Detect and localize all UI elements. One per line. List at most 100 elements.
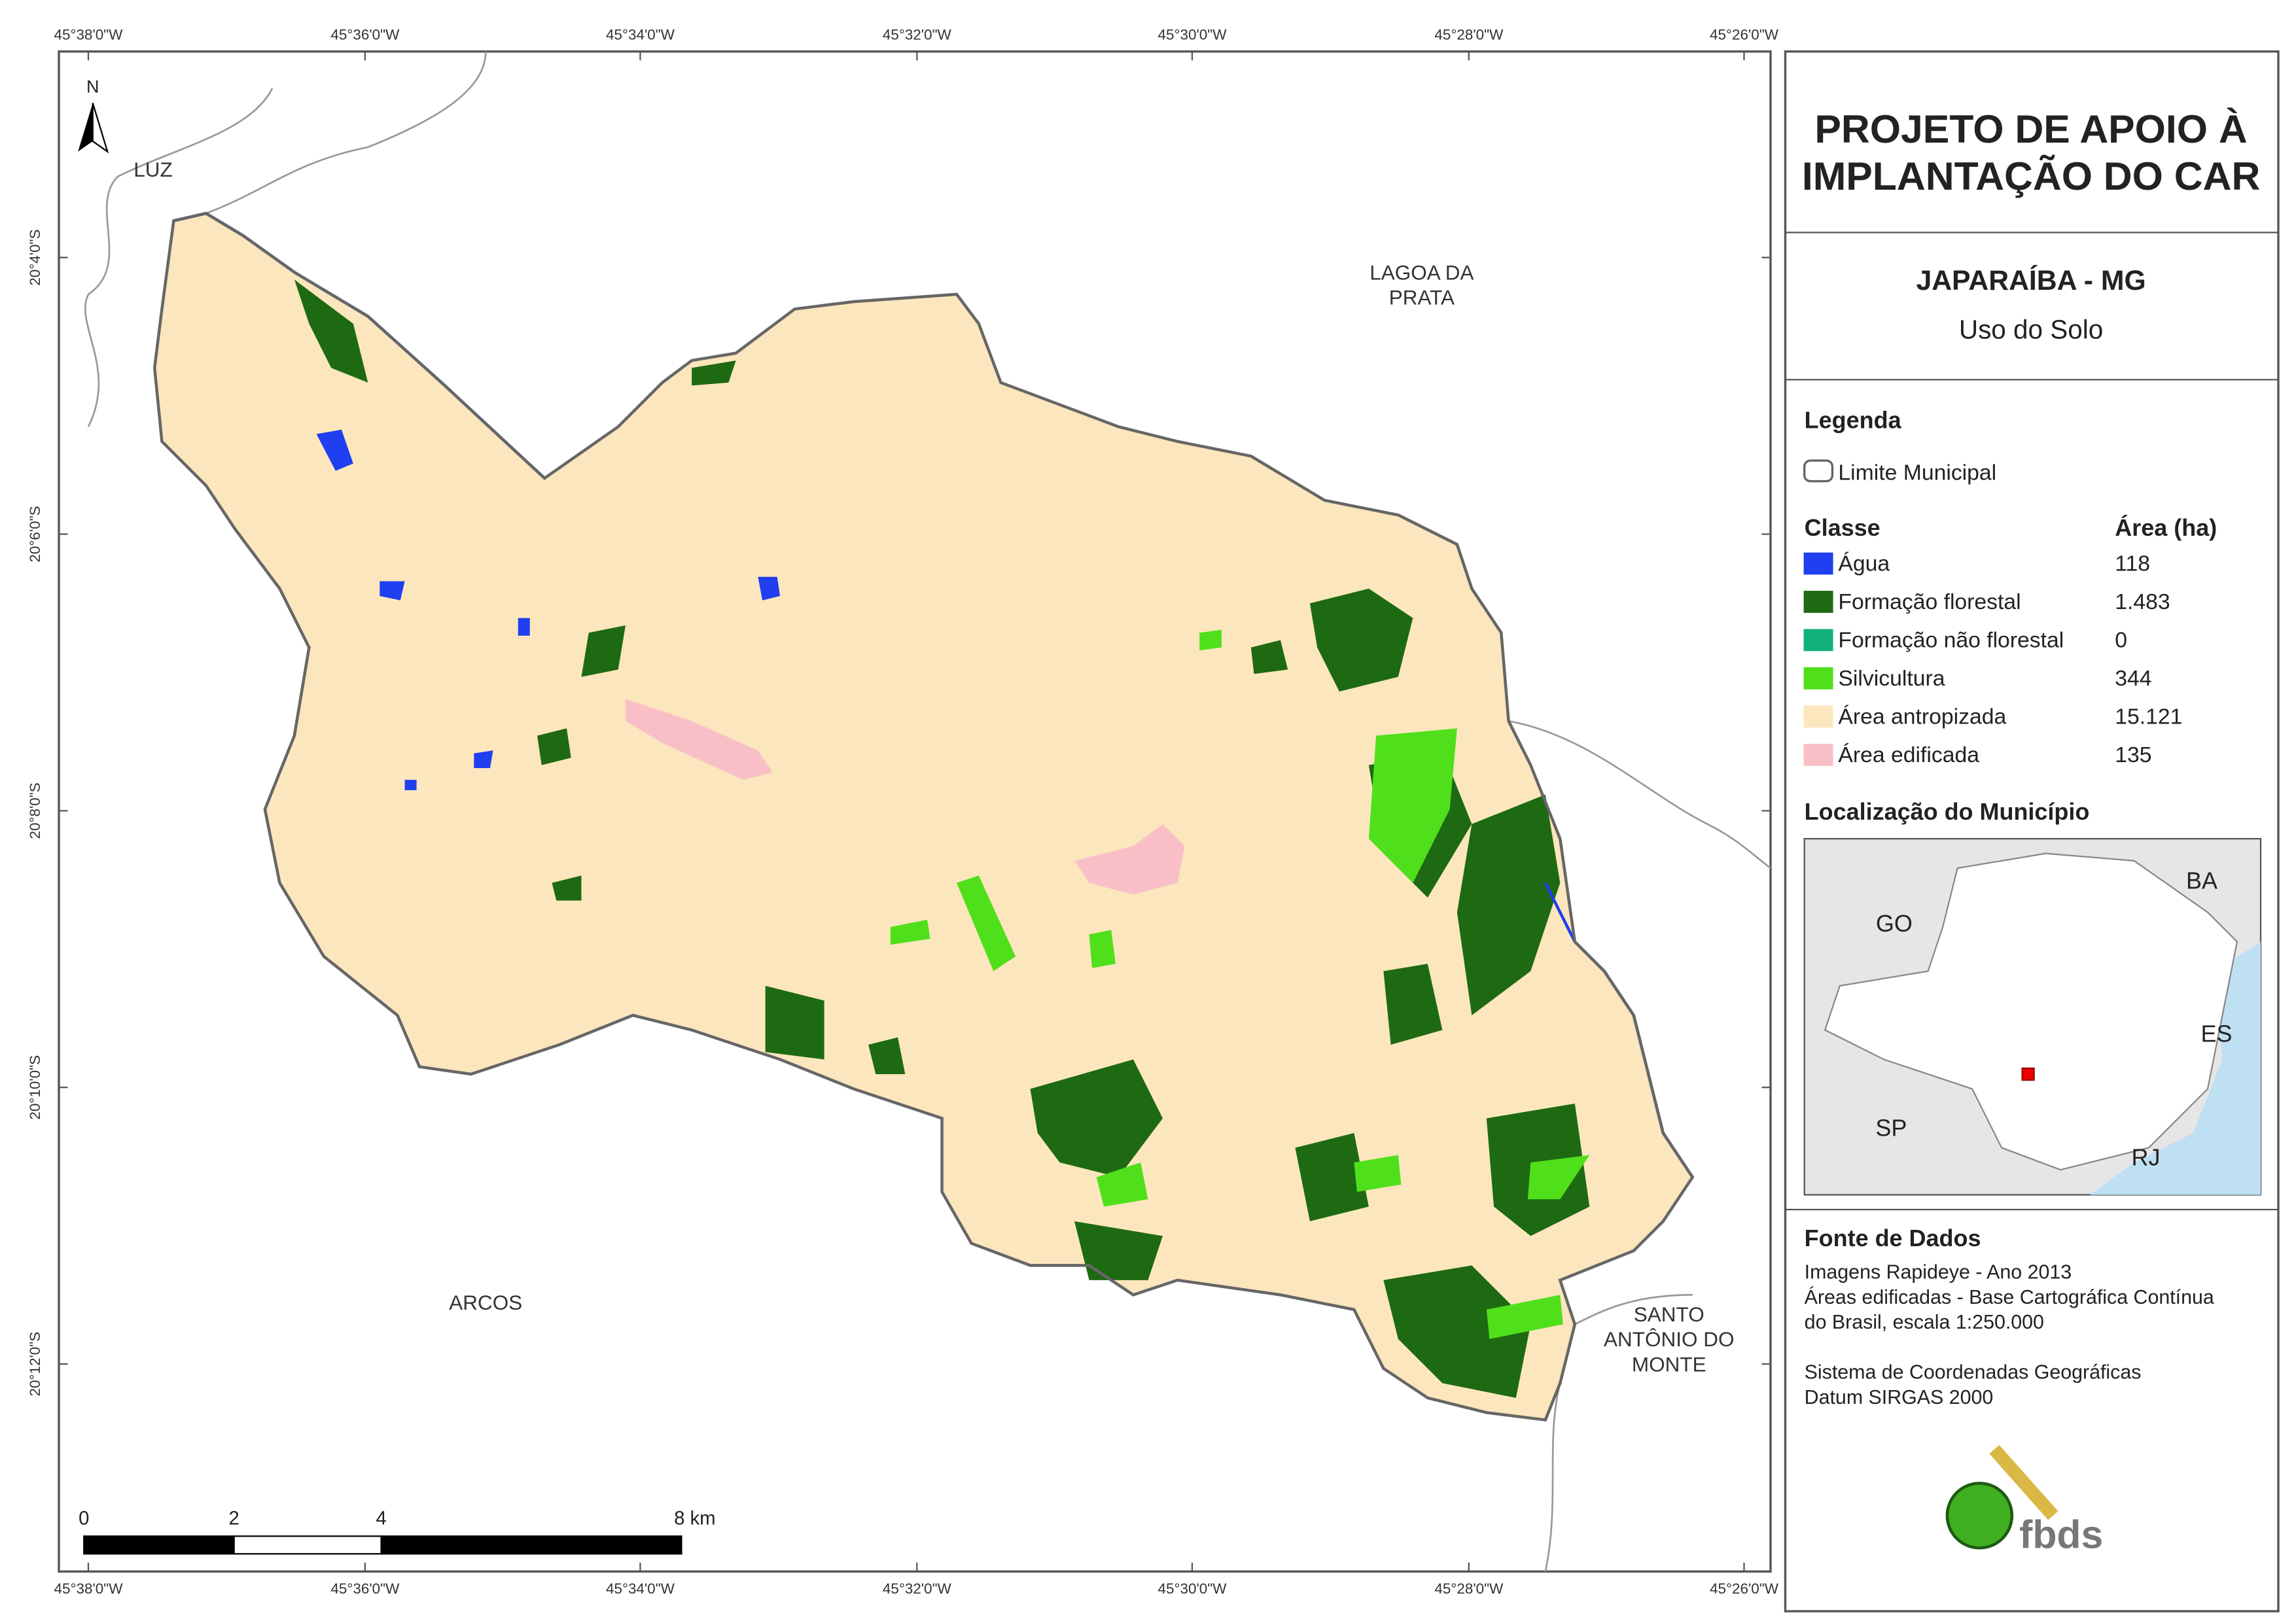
class-swatch [1803, 591, 1833, 613]
land-use-patch [404, 780, 417, 790]
source-line: Imagens Rapideye - Ano 2013 [1805, 1262, 2072, 1283]
state-label: RJ [2132, 1143, 2161, 1170]
class-area: 1.483 [2115, 589, 2170, 614]
logo-text: fbds [2019, 1512, 2103, 1556]
land-use-patch [1383, 964, 1443, 1045]
class-name: Formação não florestal [1838, 628, 2064, 653]
state-label: GO [1876, 910, 1913, 937]
place-label: LAGOA DA [1369, 260, 1474, 284]
municipality-name: JAPARAÍBA - MG [1916, 265, 2146, 296]
x-coordinate-label: 45°32'0"W [883, 1580, 952, 1597]
x-coordinate-label: 45°30'0"W [1157, 27, 1227, 43]
y-coordinate-label: 20°8'0"S [27, 782, 43, 839]
land-use-patch [890, 919, 930, 945]
x-coordinate-label: 45°36'0"W [330, 27, 400, 43]
scale-bar-segment [83, 1535, 235, 1555]
place-label: MONTE [1632, 1352, 1706, 1376]
land-use-patch [758, 576, 781, 601]
class-swatch [1803, 705, 1833, 728]
x-coordinate-label: 45°28'0"W [1434, 27, 1504, 43]
land-use-patch [1030, 1059, 1163, 1178]
neighbour-boundary [84, 88, 274, 427]
land-use-patch [316, 429, 353, 471]
class-name: Silvicultura [1838, 666, 1945, 691]
class-name: Formação florestal [1838, 589, 2021, 614]
scale-bar-label: 4 [376, 1508, 386, 1529]
place-label: LUZ [133, 158, 172, 181]
class-swatch [1803, 744, 1833, 766]
class-swatch [1803, 552, 1833, 575]
north-label: N [86, 77, 99, 97]
class-swatch [1803, 667, 1833, 689]
x-coordinate-label: 45°38'0"W [54, 1580, 123, 1597]
scale-bar-label: 8 km [674, 1508, 715, 1529]
land-use-patch [1250, 640, 1288, 674]
land-use-patch [581, 625, 626, 677]
land-use-patch [1074, 1221, 1163, 1280]
x-coordinate-label: 45°34'0"W [606, 1580, 675, 1597]
scale-bar-segment [233, 1535, 382, 1555]
land-use-patch [537, 728, 571, 765]
land-use-patch [1383, 1265, 1531, 1398]
land-use-patch [294, 279, 368, 383]
land-use-patch [1096, 1162, 1148, 1207]
y-coordinate-label: 20°10'0"S [27, 1055, 43, 1120]
land-use-patch [380, 581, 405, 601]
municipality-boundary [152, 211, 1695, 1422]
logo-circle [1945, 1482, 2014, 1550]
source-line: Sistema de Coordenadas Geográficas [1805, 1362, 2142, 1384]
class-header: Classe [1805, 514, 1881, 541]
land-use-patch [692, 360, 736, 386]
land-use-patch [518, 618, 530, 636]
neighbour-boundary [205, 51, 487, 215]
x-coordinate-label: 45°26'0"W [1710, 1580, 1779, 1597]
x-coordinate-label: 45°36'0"W [330, 1580, 400, 1597]
sources-heading: Fonte de Dados [1805, 1225, 1981, 1251]
y-coordinate-label: 20°6'0"S [27, 506, 43, 562]
state-label: BA [2186, 867, 2217, 894]
north-arrow [92, 103, 109, 154]
y-coordinate-label: 20°4'0"S [27, 229, 43, 285]
class-area: 118 [2115, 551, 2150, 576]
land-use-patch [1199, 629, 1222, 651]
source-line: do Brasil, escala 1:250.000 [1805, 1312, 2044, 1333]
subtitle: Uso do Solo [1959, 314, 2103, 344]
scale-bar-label: 0 [79, 1508, 89, 1529]
class-name: Área edificada [1838, 742, 1979, 767]
state-label: SP [1875, 1114, 1907, 1141]
map-area: 45°38'0"W 45°38'0"W 45°36'0"W 45°36'0"W 45°3… [27, 27, 1779, 1597]
x-coordinate-label: 45°38'0"W [54, 27, 123, 43]
neighbour-boundary [1574, 1294, 1693, 1325]
location-heading: Localização do Município [1805, 798, 2090, 825]
x-coordinate-label: 45°30'0"W [1157, 1580, 1227, 1597]
land-use-patch [868, 1037, 906, 1075]
land-use-patch [957, 875, 1016, 971]
source-line: Datum SIRGAS 2000 [1805, 1387, 1994, 1408]
land-use-patch [1354, 1155, 1402, 1192]
land-use-patch [1368, 728, 1457, 883]
title: PROJETO DE APOIO À [1814, 107, 2247, 151]
municipality-fill [154, 213, 1693, 1420]
place-label: SANTO [1634, 1302, 1704, 1326]
x-coordinate-label: 45°26'0"W [1710, 27, 1779, 43]
place-label: ANTÔNIO DO [1604, 1327, 1734, 1351]
land-use-patch [625, 699, 773, 780]
source-line: Áreas edificadas - Base Cartográfica Con… [1805, 1287, 2214, 1308]
x-coordinate-label: 45°34'0"W [606, 27, 675, 43]
title: IMPLANTAÇÃO DO CAR [1802, 154, 2260, 198]
inset-state [1824, 852, 2238, 1171]
logo-stroke [1989, 1444, 2058, 1520]
class-name: Água [1838, 551, 1890, 576]
boundary-swatch [1803, 459, 1834, 483]
legend-heading: Legenda [1805, 407, 1902, 434]
land-use-patch [1089, 930, 1116, 969]
class-area: 135 [2115, 742, 2151, 767]
land-use-patch [1295, 1132, 1369, 1221]
x-coordinate-label: 45°28'0"W [1434, 1580, 1504, 1597]
class-swatch [1803, 629, 1833, 652]
land-use-patch [1527, 1155, 1590, 1200]
x-coordinate-label: 45°32'0"W [883, 27, 952, 43]
y-coordinate-label: 20°12'0"S [27, 1332, 43, 1397]
